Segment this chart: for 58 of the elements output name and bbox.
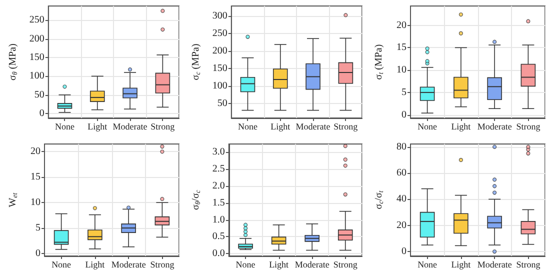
x-tick-label: Strong [150, 260, 175, 270]
x-tick-label: Light [451, 122, 472, 132]
x-tick-label: Moderate [294, 260, 330, 270]
x-tick-label: None [418, 122, 438, 132]
x-tick-label: None [238, 122, 258, 132]
y-tick-label: 0 [36, 248, 40, 259]
x-tick-label: None [418, 260, 438, 270]
y-tick-label: 15 [396, 42, 406, 54]
x-tick-label: Moderate [111, 260, 146, 270]
y-tick-label: 20 [30, 146, 40, 158]
y-tick-label: 60 [396, 168, 406, 179]
y-tick-label: 50 [34, 89, 44, 100]
y-tick-label: 150 [212, 62, 228, 74]
y-tick-label: 200 [212, 45, 228, 56]
x-tick-label: Moderate [296, 122, 330, 132]
y-tick-label: 0 [39, 108, 44, 120]
y-tick-label: 300 [212, 10, 228, 22]
y-tick-label: 150 [29, 52, 44, 64]
y-tick-label: 200 [29, 33, 44, 44]
x-tick-label: Moderate [477, 122, 512, 132]
y-tick-label: 2.5 [212, 164, 225, 175]
y-tick-label: 250 [212, 28, 228, 39]
x-tick-label: Strong [150, 122, 176, 132]
y-tick-label: 0 [402, 109, 406, 120]
y-tick-label: 250 [29, 14, 44, 26]
x-tick-label: Strong [516, 122, 541, 132]
y-tick-label: 100 [29, 70, 44, 82]
y-tick-label: 3.0 [212, 146, 225, 158]
y-tick-label: 100 [212, 80, 228, 92]
y-tick-label: 0 [402, 246, 406, 258]
y-tick-label: 20 [396, 20, 406, 31]
y-tick-label: 5 [402, 86, 406, 98]
x-tick-label: None [54, 122, 74, 132]
x-tick-label: None [236, 260, 256, 270]
x-tick-label: Strong [333, 260, 358, 270]
y-tick-label: 50 [217, 98, 228, 109]
x-tick-label: Light [451, 260, 472, 270]
y-tick-label: 0.0 [212, 248, 225, 260]
x-tick-label: Moderate [112, 122, 148, 132]
y-tick-label: 15 [30, 172, 40, 183]
x-tick-label: Light [269, 260, 290, 270]
x-tick-label: Light [88, 122, 108, 132]
x-tick-label: None [52, 260, 72, 270]
y-tick-label: 40 [396, 194, 406, 205]
y-tick-label: 1.0 [212, 214, 225, 226]
y-tick-label: 5 [36, 222, 40, 234]
x-tick-label: Moderate [477, 260, 512, 270]
x-tick-label: Light [85, 260, 106, 270]
y-tick-label: 0.5 [212, 231, 225, 242]
y-tick-label: 80 [396, 141, 406, 152]
x-tick-label: Light [270, 122, 291, 132]
x-tick-label: Strong [516, 260, 541, 270]
y-tick-label: 10 [30, 197, 40, 208]
y-tick-label: 2.0 [212, 180, 225, 192]
y-tick-label: 20 [396, 220, 406, 231]
y-tick-label: 10 [396, 64, 406, 76]
x-tick-label: Strong [334, 122, 358, 132]
y-tick-label: 1.5 [212, 197, 225, 208]
